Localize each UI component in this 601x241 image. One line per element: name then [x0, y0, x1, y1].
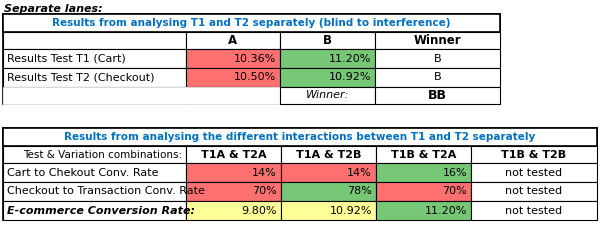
Bar [3, 128, 597, 146]
Text: 78%: 78% [347, 187, 372, 196]
Text: T1B & T2A: T1B & T2A [391, 149, 456, 160]
Text: 11.20%: 11.20% [329, 54, 371, 63]
Bar [280, 32, 375, 49]
Bar [186, 68, 280, 87]
Text: not tested: not tested [505, 187, 563, 196]
Bar [3, 49, 186, 68]
Bar [471, 146, 597, 163]
Text: Cart to Chekout Conv. Rate: Cart to Chekout Conv. Rate [7, 167, 159, 178]
Text: Checkout to Transaction Conv. Rate: Checkout to Transaction Conv. Rate [7, 187, 205, 196]
Bar [186, 87, 280, 104]
Text: Results from analysing T1 and T2 separately (blind to interference): Results from analysing T1 and T2 separat… [52, 18, 451, 28]
Text: Winner:: Winner: [306, 91, 349, 100]
Text: 14%: 14% [347, 167, 372, 178]
Text: 10.50%: 10.50% [234, 73, 276, 82]
Bar [375, 68, 500, 87]
Bar [376, 163, 471, 182]
Bar [186, 49, 280, 68]
Text: 10.92%: 10.92% [329, 73, 371, 82]
Text: B: B [434, 73, 441, 82]
Text: 70%: 70% [252, 187, 277, 196]
Bar [471, 201, 597, 220]
Text: 10.36%: 10.36% [234, 54, 276, 63]
Bar [376, 182, 471, 201]
Text: T1A & T2A: T1A & T2A [201, 149, 266, 160]
Bar [280, 68, 375, 87]
Bar [3, 32, 186, 49]
Text: B: B [434, 54, 441, 63]
Bar [471, 163, 597, 182]
Bar [281, 201, 376, 220]
Text: Separate lanes:: Separate lanes: [4, 4, 103, 14]
Text: B: B [323, 34, 332, 47]
Text: 9.80%: 9.80% [242, 206, 277, 215]
Bar [376, 146, 471, 163]
Bar [186, 182, 281, 201]
Text: A: A [228, 34, 237, 47]
Text: 70%: 70% [442, 187, 467, 196]
Bar [3, 128, 597, 220]
Bar [3, 146, 186, 163]
Text: T1B & T2B: T1B & T2B [501, 149, 567, 160]
Text: Test & Variation combinations:: Test & Variation combinations: [23, 149, 182, 160]
Bar [3, 14, 500, 104]
Text: Results from analysing the different interactions between T1 and T2 separately: Results from analysing the different int… [64, 132, 535, 142]
Bar [3, 201, 186, 220]
Bar [375, 32, 500, 49]
Bar [186, 163, 281, 182]
Text: 14%: 14% [252, 167, 277, 178]
Bar [3, 182, 186, 201]
Text: Results Test T2 (Checkout): Results Test T2 (Checkout) [7, 73, 154, 82]
Text: 10.92%: 10.92% [329, 206, 372, 215]
Bar [3, 68, 186, 87]
Bar [3, 14, 500, 32]
Bar [281, 146, 376, 163]
Bar [280, 49, 375, 68]
Bar [375, 87, 500, 104]
Bar [280, 87, 375, 104]
Text: 11.20%: 11.20% [425, 206, 467, 215]
Bar [376, 201, 471, 220]
Text: 16%: 16% [442, 167, 467, 178]
Bar [3, 163, 186, 182]
Text: BB: BB [428, 89, 447, 102]
Text: E-commerce Conversion Rate:: E-commerce Conversion Rate: [7, 206, 195, 215]
Bar [186, 201, 281, 220]
Bar [281, 182, 376, 201]
Bar [186, 146, 281, 163]
Text: not tested: not tested [505, 167, 563, 178]
Bar [375, 49, 500, 68]
Bar [3, 87, 186, 104]
Text: Results Test T1 (Cart): Results Test T1 (Cart) [7, 54, 126, 63]
Bar [186, 32, 280, 49]
Text: Winner: Winner [413, 34, 462, 47]
Text: T1A & T2B: T1A & T2B [296, 149, 361, 160]
Text: not tested: not tested [505, 206, 563, 215]
Bar [471, 182, 597, 201]
Bar [281, 163, 376, 182]
